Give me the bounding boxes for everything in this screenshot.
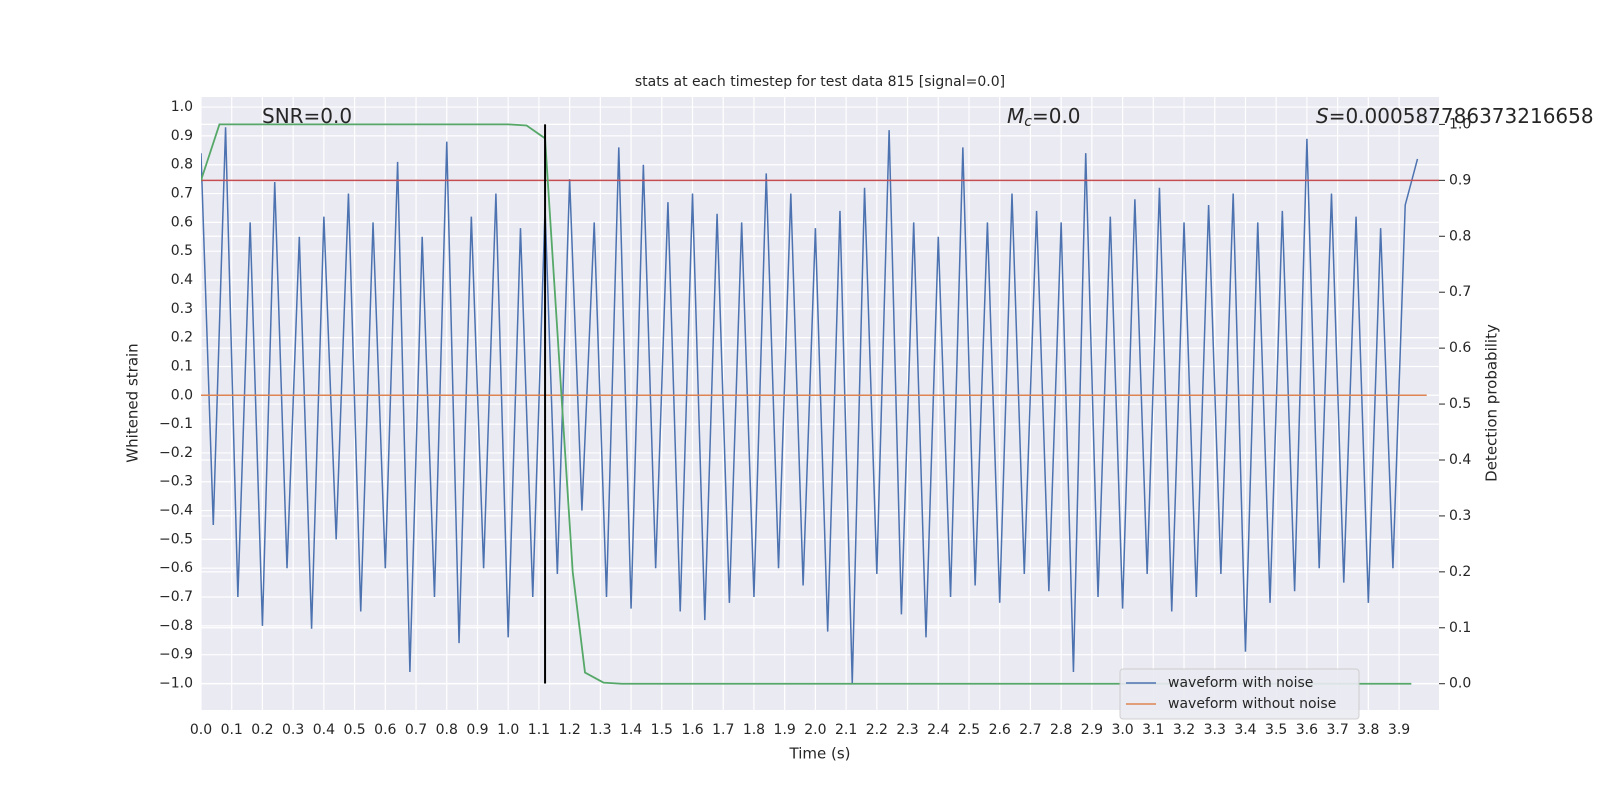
x-tick-label: 0.2 — [251, 722, 273, 738]
x-tick-label: 3.8 — [1357, 722, 1379, 738]
x-axis-label: Time (s) — [789, 745, 851, 763]
y-tick-label: 0.9 — [171, 128, 193, 144]
y-tick-label: −0.1 — [159, 416, 193, 432]
x-tick-label: 0.5 — [343, 722, 365, 738]
x-tick-label: 3.0 — [1111, 722, 1133, 738]
annotation-text: =0.0 — [1032, 104, 1081, 128]
x-tick-label: 3.7 — [1326, 722, 1348, 738]
x-tick-label: 3.6 — [1296, 722, 1318, 738]
x-tick-label: 1.1 — [528, 722, 550, 738]
y2-tick-label: 0.5 — [1449, 396, 1471, 412]
x-tick-label: 1.2 — [559, 722, 581, 738]
x-tick-label: 1.3 — [589, 722, 611, 738]
x-tick-label: 2.2 — [866, 722, 888, 738]
annotation-subscript: c — [1024, 114, 1032, 130]
legend-label: waveform without noise — [1168, 696, 1336, 712]
x-tick-label: 2.6 — [989, 722, 1011, 738]
annotation-symbol: S — [1316, 104, 1329, 128]
x-tick-label: 2.3 — [896, 722, 918, 738]
y-tick-label: 0.4 — [171, 272, 193, 288]
x-tick-label: 2.9 — [1081, 722, 1103, 738]
y-tick-label: 0.0 — [171, 387, 193, 403]
x-tick-label: 0.0 — [190, 722, 212, 738]
y2-tick-label: 1.0 — [1449, 116, 1471, 132]
x-tick-label: 0.3 — [282, 722, 304, 738]
y-tick-label: −0.4 — [159, 503, 193, 519]
x-tick-label: 3.4 — [1234, 722, 1256, 738]
x-tick-label: 0.4 — [313, 722, 335, 738]
y2-tick-label: 0.8 — [1449, 228, 1471, 244]
y2-tick-label: 0.9 — [1449, 172, 1471, 188]
y2-tick-label: 0.7 — [1449, 284, 1471, 300]
y-tick-label: −0.8 — [159, 618, 193, 634]
annotation: S=0.000587786373216658 — [1316, 104, 1594, 128]
x-tick-label: 1.4 — [620, 722, 642, 738]
y2-tick-label: 0.1 — [1449, 620, 1471, 636]
y2-axis-label: Detection probability — [1483, 324, 1501, 482]
y-tick-label: 1.0 — [171, 99, 193, 115]
y-tick-label: −1.0 — [159, 675, 193, 691]
annotation-text: SNR=0.0 — [262, 104, 352, 128]
chart-title: stats at each timestep for test data 815… — [635, 74, 1005, 90]
x-tick-label: 0.6 — [374, 722, 396, 738]
annotation-text: =0.000587786373216658 — [1329, 104, 1594, 128]
y-tick-label: −0.5 — [159, 531, 193, 547]
x-tick-label: 0.8 — [436, 722, 458, 738]
x-tick-label: 0.7 — [405, 722, 427, 738]
y-tick-label: 0.8 — [171, 157, 193, 173]
x-tick-label: 1.6 — [681, 722, 703, 738]
x-tick-label: 1.8 — [743, 722, 765, 738]
y-tick-label: 0.3 — [171, 301, 193, 317]
x-tick-label: 2.5 — [958, 722, 980, 738]
x-tick-label: 3.5 — [1265, 722, 1287, 738]
y-axis-label: Whitened strain — [124, 343, 142, 462]
x-tick-label: 3.3 — [1204, 722, 1226, 738]
x-tick-label: 3.9 — [1388, 722, 1410, 738]
x-tick-label: 1.5 — [651, 722, 673, 738]
y-tick-label: 0.6 — [171, 214, 193, 230]
y-tick-label: −0.3 — [159, 474, 193, 490]
y2-tick-label: 0.4 — [1449, 452, 1471, 468]
x-tick-label: 2.4 — [927, 722, 949, 738]
x-tick-label: 2.7 — [1019, 722, 1041, 738]
y-tick-label: −0.6 — [159, 560, 193, 576]
x-tick-label: 1.0 — [497, 722, 519, 738]
x-tick-label: 0.9 — [466, 722, 488, 738]
y-tick-label: 0.5 — [171, 243, 193, 259]
y-tick-label: −0.9 — [159, 647, 193, 663]
annotation-symbol: M — [1007, 104, 1024, 128]
x-tick-label: 0.1 — [221, 722, 243, 738]
series-line — [201, 127, 1419, 684]
legend-box — [1119, 668, 1360, 720]
y-tick-label: 0.7 — [171, 186, 193, 202]
x-tick-label: 1.7 — [712, 722, 734, 738]
y2-tick-label: 0.6 — [1449, 340, 1471, 356]
y-tick-label: −0.2 — [159, 445, 193, 461]
y-tick-label: −0.7 — [159, 589, 193, 605]
y-tick-label: 0.1 — [171, 358, 193, 374]
annotation: Mc=0.0 — [1007, 104, 1081, 131]
y-tick-label: 0.2 — [171, 330, 193, 346]
x-tick-label: 2.8 — [1050, 722, 1072, 738]
y2-tick-label: 0.0 — [1449, 676, 1471, 692]
x-tick-label: 2.1 — [835, 722, 857, 738]
x-tick-label: 2.0 — [804, 722, 826, 738]
annotation: SNR=0.0 — [262, 104, 352, 128]
x-tick-label: 3.2 — [1173, 722, 1195, 738]
legend-label: waveform with noise — [1168, 675, 1313, 691]
x-tick-label: 1.9 — [774, 722, 796, 738]
x-tick-label: 3.1 — [1142, 722, 1164, 738]
y2-tick-label: 0.3 — [1449, 508, 1471, 524]
y2-tick-label: 0.2 — [1449, 564, 1471, 580]
